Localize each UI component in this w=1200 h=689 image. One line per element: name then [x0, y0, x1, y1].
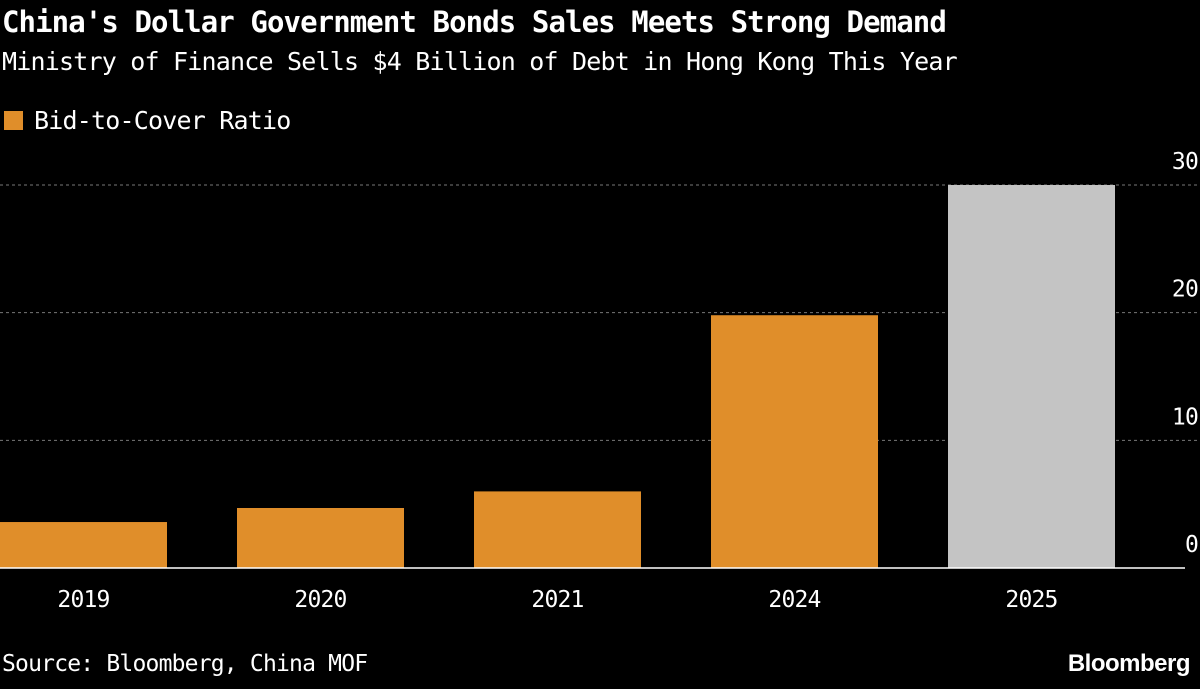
bar	[237, 507, 404, 568]
chart-title: China's Dollar Government Bonds Sales Me…	[2, 5, 947, 39]
bar	[948, 185, 1115, 568]
x-tick-label: 2019	[57, 587, 109, 613]
legend-label: Bid-to-Cover Ratio	[34, 105, 291, 135]
legend: Bid-to-Cover Ratio	[4, 104, 291, 136]
bar	[711, 315, 878, 568]
y-tick-label: 30	[1172, 149, 1198, 175]
source-note: Source: Bloomberg, China MOF	[2, 651, 368, 677]
x-tick-label: 2024	[768, 587, 820, 613]
bar-chart: 0 10 20 30 2019 2020 2021 2024 2025	[0, 149, 1200, 613]
x-tick-label: 2025	[1005, 587, 1057, 613]
x-tick-label: 2020	[294, 587, 346, 613]
legend-swatch	[4, 110, 23, 130]
y-tick-label: 20	[1172, 277, 1198, 303]
y-tick-label: 10	[1172, 404, 1198, 430]
x-tick-label: 2021	[531, 587, 583, 613]
chart-subtitle: Ministry of Finance Sells $4 Billion of …	[2, 47, 958, 76]
bar	[474, 491, 641, 568]
bar	[0, 522, 167, 568]
bloomberg-logo: Bloomberg	[1067, 650, 1191, 677]
y-tick-label: 0	[1185, 532, 1198, 558]
